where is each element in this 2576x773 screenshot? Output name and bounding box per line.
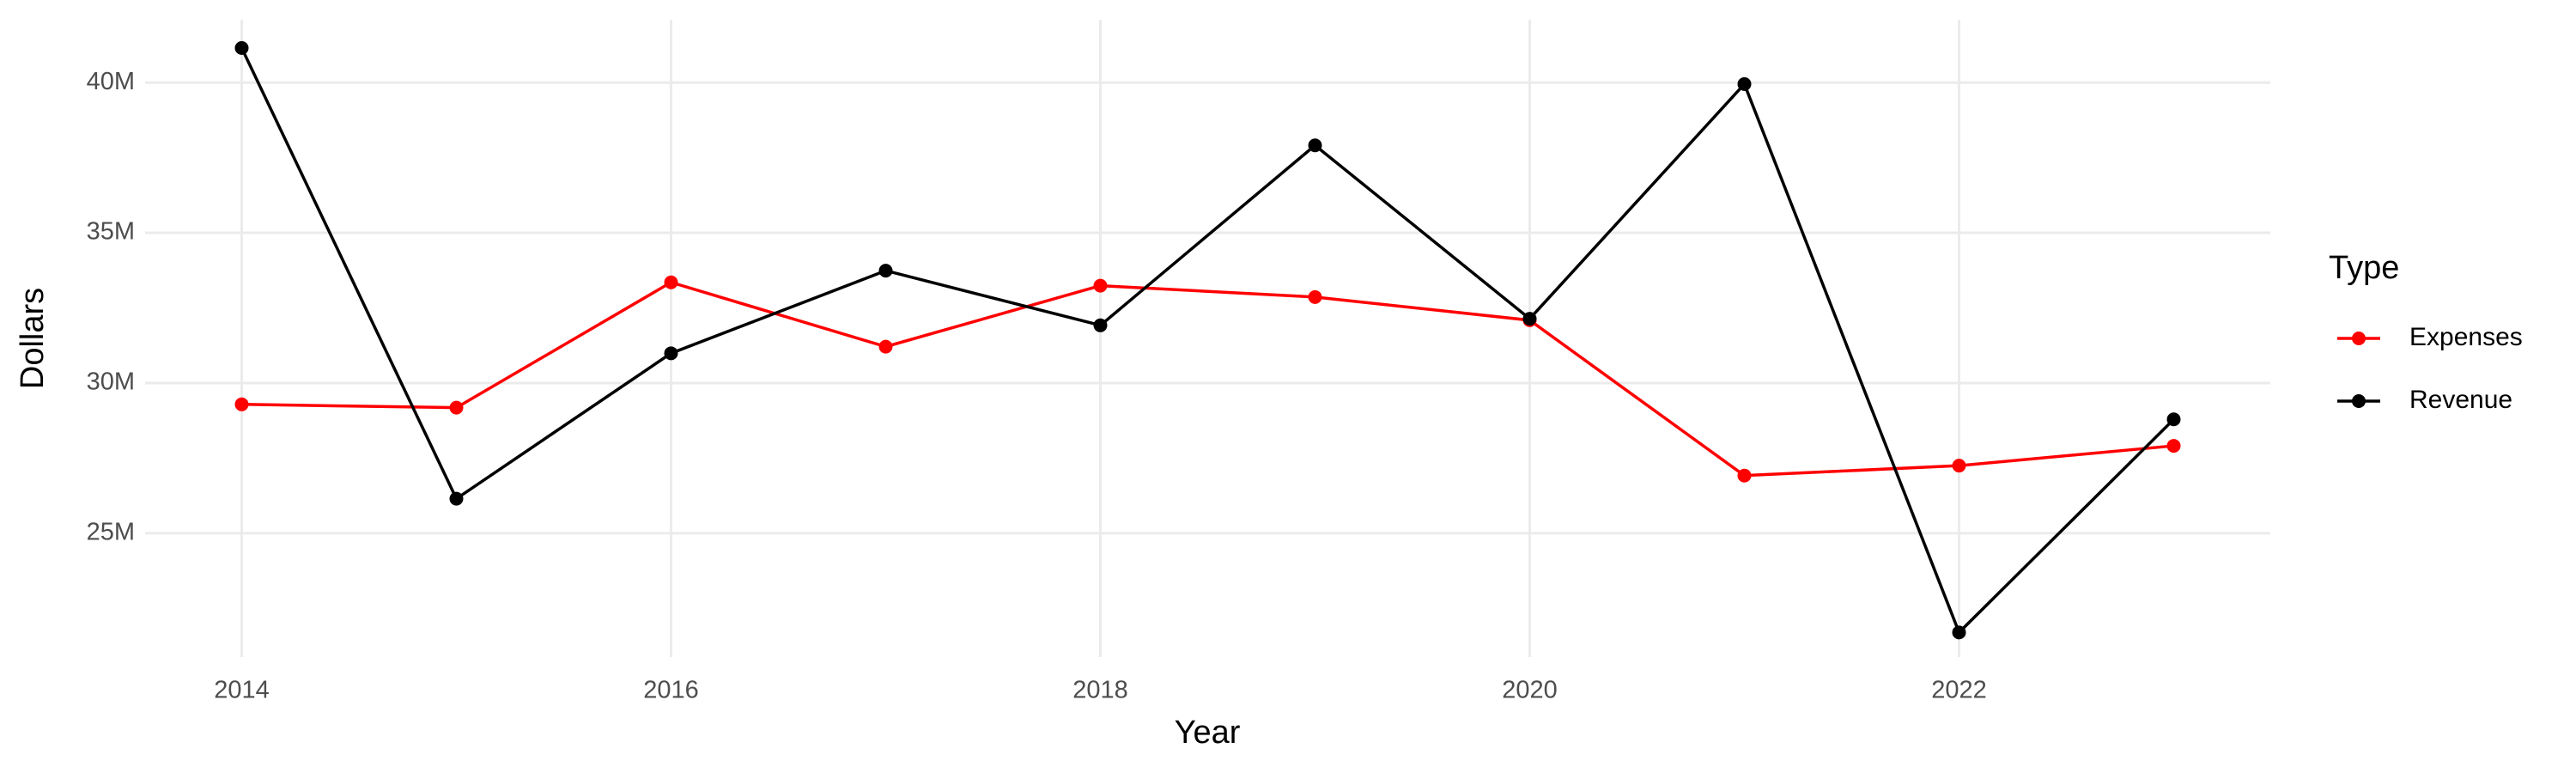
data-point <box>1737 468 1752 483</box>
data-point <box>1308 289 1322 304</box>
data-point <box>1737 76 1752 91</box>
data-point <box>1308 138 1322 153</box>
legend-dot <box>2352 332 2366 345</box>
data-point <box>878 264 893 278</box>
data-point <box>664 275 678 289</box>
y-tick-label: 35M <box>87 218 135 246</box>
legend-title: Type <box>2329 250 2399 286</box>
data-point <box>1093 318 1108 332</box>
y-tick-label: 25M <box>87 519 135 546</box>
data-point <box>2166 439 2181 453</box>
series-line <box>240 47 2175 636</box>
series-line <box>241 280 2174 478</box>
data-point <box>1093 278 1108 293</box>
legend-label: Revenue <box>2409 386 2512 414</box>
y-tick-label: 30M <box>87 368 135 396</box>
data-point <box>234 40 249 55</box>
x-tick-label: 2016 <box>643 677 699 704</box>
data-point <box>878 339 893 354</box>
y-axis-title: Dollars <box>15 288 51 389</box>
legend-dot <box>2352 394 2366 408</box>
y-tick-label: 40M <box>87 68 135 95</box>
x-tick-label: 2022 <box>1931 677 1987 704</box>
x-tick-label: 2018 <box>1072 677 1128 704</box>
data-point <box>449 491 464 506</box>
data-point <box>449 400 464 415</box>
x-tick-label: 2020 <box>1502 677 1558 704</box>
legend-label: Expenses <box>2409 323 2523 351</box>
data-point <box>2166 412 2181 427</box>
data-point <box>1522 312 1537 326</box>
data-point <box>234 397 249 411</box>
x-axis-title: Year <box>1175 715 1241 751</box>
x-tick-label: 2014 <box>214 677 270 704</box>
data-point <box>1952 625 1966 640</box>
data-point <box>1952 459 1966 473</box>
data-point <box>664 346 678 361</box>
